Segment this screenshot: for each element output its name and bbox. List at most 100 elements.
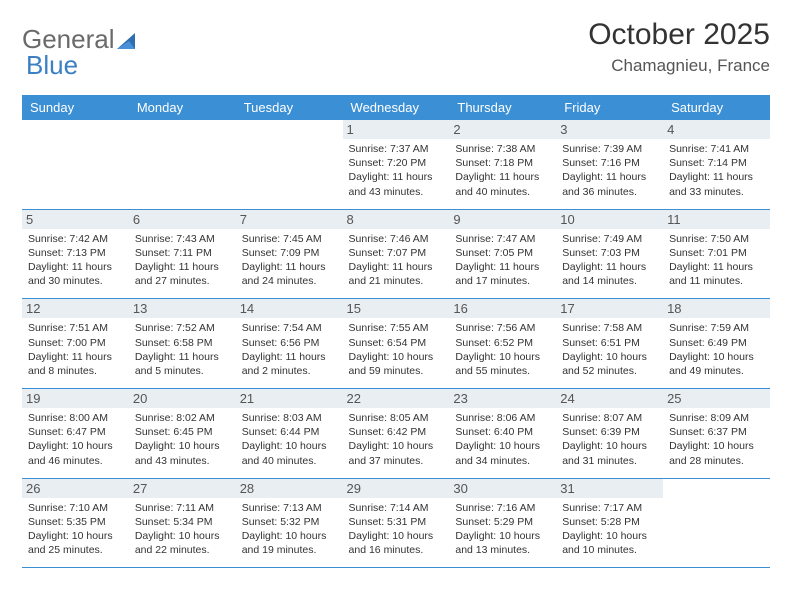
calendar-day-cell: 13Sunrise: 7:52 AMSunset: 6:58 PMDayligh… (129, 299, 236, 389)
calendar-day-cell: 29 Sunrise: 7:14 AMSunset: 5:31 PMDayligh… (343, 478, 450, 568)
day-info: Sunrise: 8:09 AMSunset: 6:37 PMDaylight:… (669, 411, 764, 468)
day-info: Sunrise: 7:46 AMSunset: 7:07 PMDaylight:… (349, 232, 444, 289)
day-info: Sunrise: 7:54 AMSunset: 6:56 PMDaylight:… (242, 321, 337, 378)
calendar-day-cell: 17 Sunrise: 7:58 AMSunset: 6:51 PMDayligh… (556, 299, 663, 389)
day-number: 22 (343, 389, 450, 408)
calendar-week-row: 1 Sunrise: 7:37 AMSunset: 7:20 PMDaylight… (22, 120, 770, 209)
calendar-day-cell: 11Sunrise: 7:50 AMSunset: 7:01 PMDayligh… (663, 209, 770, 299)
calendar-day-cell: 19Sunrise: 8:00 AMSunset: 6:47 PMDayligh… (22, 389, 129, 479)
day-info: Sunrise: 8:07 AMSunset: 6:39 PMDaylight:… (562, 411, 657, 468)
calendar-day-cell: 16Sunrise: 7:56 AMSunset: 6:52 PMDayligh… (449, 299, 556, 389)
calendar-day-cell: 22 Sunrise: 8:05 AMSunset: 6:42 PMDayligh… (343, 389, 450, 479)
day-number: 11 (663, 210, 770, 229)
calendar-day-cell: 20Sunrise: 8:02 AMSunset: 6:45 PMDayligh… (129, 389, 236, 479)
day-number: 23 (449, 389, 556, 408)
day-number: 29 (343, 479, 450, 498)
calendar-day-cell: 31Sunrise: 7:17 AMSunset: 5:28 PMDayligh… (556, 478, 663, 568)
day-number: 10 (556, 210, 663, 229)
day-number: 3 (556, 120, 663, 139)
calendar-day-cell: 23Sunrise: 8:06 AMSunset: 6:40 PMDayligh… (449, 389, 556, 479)
calendar-table: Sunday Monday Tuesday Wednesday Thursday… (22, 95, 770, 568)
calendar-week-row: 26 Sunrise: 7:10 AMSunset: 5:35 PMDayligh… (22, 478, 770, 568)
day-number: 2 (449, 120, 556, 139)
day-info: Sunrise: 7:42 AMSunset: 7:13 PMDaylight:… (28, 232, 123, 289)
day-number: 30 (449, 479, 556, 498)
weekday-tuesday: Tuesday (236, 95, 343, 120)
calendar-day-cell: 27 Sunrise: 7:11 AMSunset: 5:34 PMDayligh… (129, 478, 236, 568)
calendar-day-cell: 25 Sunrise: 8:09 AMSunset: 6:37 PMDayligh… (663, 389, 770, 479)
day-number: 13 (129, 299, 236, 318)
day-info: Sunrise: 8:02 AMSunset: 6:45 PMDaylight:… (135, 411, 230, 468)
day-info: Sunrise: 8:05 AMSunset: 6:42 PMDaylight:… (349, 411, 444, 468)
calendar-day-cell: 26 Sunrise: 7:10 AMSunset: 5:35 PMDayligh… (22, 478, 129, 568)
calendar-day-cell: 18 Sunrise: 7:59 AMSunset: 6:49 PMDayligh… (663, 299, 770, 389)
calendar-week-row: 19Sunrise: 8:00 AMSunset: 6:47 PMDayligh… (22, 389, 770, 479)
day-number: 27 (129, 479, 236, 498)
logo-text-blue: Blue (26, 50, 78, 80)
calendar-day-cell: 28Sunrise: 7:13 AMSunset: 5:32 PMDayligh… (236, 478, 343, 568)
calendar-day-cell: 3 Sunrise: 7:39 AMSunset: 7:16 PMDaylight… (556, 120, 663, 209)
day-number: 6 (129, 210, 236, 229)
day-number: 5 (22, 210, 129, 229)
calendar-day-cell: 9 Sunrise: 7:47 AMSunset: 7:05 PMDaylight… (449, 209, 556, 299)
calendar-week-row: 12 Sunrise: 7:51 AMSunset: 7:00 PMDayligh… (22, 299, 770, 389)
day-info: Sunrise: 7:58 AMSunset: 6:51 PMDaylight:… (562, 321, 657, 378)
day-number: 28 (236, 479, 343, 498)
day-info: Sunrise: 7:55 AMSunset: 6:54 PMDaylight:… (349, 321, 444, 378)
day-number: 15 (343, 299, 450, 318)
calendar-day-cell: 14 Sunrise: 7:54 AMSunset: 6:56 PMDayligh… (236, 299, 343, 389)
day-info: Sunrise: 7:41 AMSunset: 7:14 PMDaylight:… (669, 142, 764, 199)
day-info: Sunrise: 7:11 AMSunset: 5:34 PMDaylight:… (135, 501, 230, 558)
weekday-wednesday: Wednesday (343, 95, 450, 120)
day-number: 8 (343, 210, 450, 229)
calendar-day-cell: 30Sunrise: 7:16 AMSunset: 5:29 PMDayligh… (449, 478, 556, 568)
month-title: October 2025 (588, 18, 770, 52)
weekday-saturday: Saturday (663, 95, 770, 120)
day-info: Sunrise: 7:37 AMSunset: 7:20 PMDaylight:… (349, 142, 444, 199)
calendar-day-cell (236, 120, 343, 209)
calendar-day-cell: 2 Sunrise: 7:38 AMSunset: 7:18 PMDaylight… (449, 120, 556, 209)
day-number: 4 (663, 120, 770, 139)
day-info: Sunrise: 7:43 AMSunset: 7:11 PMDaylight:… (135, 232, 230, 289)
calendar-day-cell (663, 478, 770, 568)
day-info: Sunrise: 7:45 AMSunset: 7:09 PMDaylight:… (242, 232, 337, 289)
calendar-day-cell: 24Sunrise: 8:07 AMSunset: 6:39 PMDayligh… (556, 389, 663, 479)
day-info: Sunrise: 7:38 AMSunset: 7:18 PMDaylight:… (455, 142, 550, 199)
day-number: 17 (556, 299, 663, 318)
day-number: 26 (22, 479, 129, 498)
day-info: Sunrise: 7:49 AMSunset: 7:03 PMDaylight:… (562, 232, 657, 289)
calendar-day-cell: 4 Sunrise: 7:41 AMSunset: 7:14 PMDaylight… (663, 120, 770, 209)
calendar-day-cell: 8 Sunrise: 7:46 AMSunset: 7:07 PMDaylight… (343, 209, 450, 299)
day-number: 18 (663, 299, 770, 318)
location: Chamagnieu, France (588, 56, 770, 76)
calendar-day-cell: 1 Sunrise: 7:37 AMSunset: 7:20 PMDaylight… (343, 120, 450, 209)
day-info: Sunrise: 7:17 AMSunset: 5:28 PMDaylight:… (562, 501, 657, 558)
day-info: Sunrise: 7:10 AMSunset: 5:35 PMDaylight:… (28, 501, 123, 558)
day-info: Sunrise: 7:56 AMSunset: 6:52 PMDaylight:… (455, 321, 550, 378)
calendar-day-cell: 6 Sunrise: 7:43 AMSunset: 7:11 PMDaylight… (129, 209, 236, 299)
day-info: Sunrise: 8:00 AMSunset: 6:47 PMDaylight:… (28, 411, 123, 468)
day-number: 25 (663, 389, 770, 408)
day-info: Sunrise: 7:39 AMSunset: 7:16 PMDaylight:… (562, 142, 657, 199)
day-number: 12 (22, 299, 129, 318)
calendar-day-cell (129, 120, 236, 209)
day-info: Sunrise: 7:59 AMSunset: 6:49 PMDaylight:… (669, 321, 764, 378)
weekday-header-row: Sunday Monday Tuesday Wednesday Thursday… (22, 95, 770, 120)
weekday-thursday: Thursday (449, 95, 556, 120)
day-number: 1 (343, 120, 450, 139)
day-number: 14 (236, 299, 343, 318)
calendar-day-cell: 15 Sunrise: 7:55 AMSunset: 6:54 PMDayligh… (343, 299, 450, 389)
day-info: Sunrise: 7:51 AMSunset: 7:00 PMDaylight:… (28, 321, 123, 378)
day-number: 21 (236, 389, 343, 408)
logo-sail-icon (115, 31, 137, 51)
title-block: October 2025 Chamagnieu, France (588, 18, 770, 78)
calendar-week-row: 5 Sunrise: 7:42 AMSunset: 7:13 PMDaylight… (22, 209, 770, 299)
day-number: 9 (449, 210, 556, 229)
calendar-day-cell: 7 Sunrise: 7:45 AMSunset: 7:09 PMDaylight… (236, 209, 343, 299)
day-number: 7 (236, 210, 343, 229)
calendar-day-cell: 10 Sunrise: 7:49 AMSunset: 7:03 PMDayligh… (556, 209, 663, 299)
day-info: Sunrise: 7:47 AMSunset: 7:05 PMDaylight:… (455, 232, 550, 289)
day-info: Sunrise: 8:03 AMSunset: 6:44 PMDaylight:… (242, 411, 337, 468)
weekday-sunday: Sunday (22, 95, 129, 120)
day-info: Sunrise: 7:14 AMSunset: 5:31 PMDaylight:… (349, 501, 444, 558)
